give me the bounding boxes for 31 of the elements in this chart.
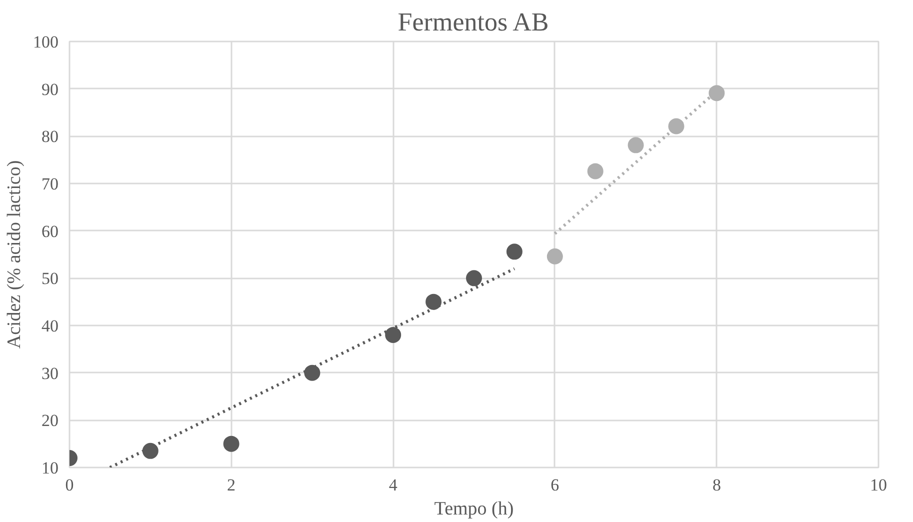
point [223,436,240,452]
y-tick-label: 30 [42,364,58,383]
y-tick-label: 60 [42,222,58,241]
x-tick-label: 6 [550,476,560,494]
y-tick-label: 10 [42,458,58,478]
y-axis-title: Acidez (% acido lactico) [4,160,25,349]
y-tick-label: 80 [42,127,58,146]
y-tick-label: 40 [42,316,58,336]
x-tick-label: 0 [65,476,74,494]
chart-title: Fermentos AB [398,8,549,36]
point [506,244,522,260]
point [546,248,563,264]
point [142,442,158,459]
point [708,85,725,102]
x-axis-title: Tempo (h) [434,498,514,520]
y-tick-label: 90 [42,80,58,99]
x-tick-label: 8 [712,476,721,494]
y-tick-label: 50 [42,269,58,288]
point [587,163,604,180]
point [385,326,402,343]
x-tick-label: 10 [870,476,887,494]
point [668,118,684,134]
point [304,364,320,381]
point [628,137,644,154]
x-tick-label: 2 [227,476,236,494]
y-tick-label: 100 [33,32,58,52]
y-tick-label: 70 [42,174,58,194]
point [426,294,442,310]
x-tick-label: 4 [388,476,398,494]
point [466,270,482,286]
y-tick-label: 20 [42,411,58,430]
